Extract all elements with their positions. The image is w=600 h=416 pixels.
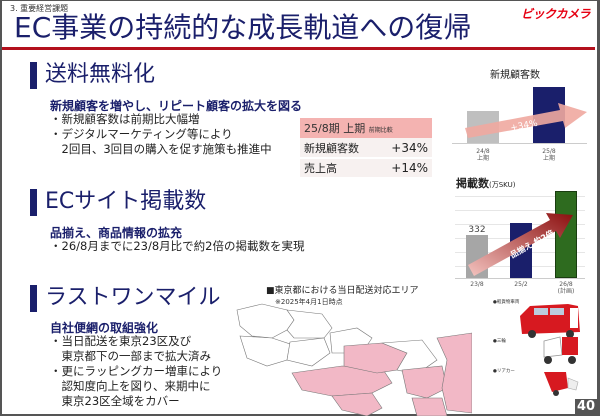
bar-26-8-plan xyxy=(555,191,577,278)
bullet: 2回目、3回目の購入を促す施策も推進中 xyxy=(50,142,272,156)
x-tick: 26/8 (計画) xyxy=(557,281,575,295)
page-title: EC事業の持続的な成長軌道への復帰 xyxy=(14,11,472,44)
data-label: 332 xyxy=(468,225,486,235)
section-bullets: ・当日配送を東京23区及び 東京都下の一部まで拡大済み ・更にラッピングカー増車… xyxy=(50,334,222,409)
title-divider xyxy=(2,47,595,50)
x-axis xyxy=(455,278,585,279)
map-title: ■東京都における当日配送対応エリア xyxy=(266,286,419,296)
delivery-van-icon xyxy=(520,304,580,338)
section-marker xyxy=(30,285,37,312)
period-label: 25/8期 上期 xyxy=(304,122,366,135)
bullet: 東京都下の一部まで拡大済み xyxy=(50,349,211,363)
vehicle-label-three-wheeler: ●三輪 xyxy=(493,339,506,344)
section-marker xyxy=(30,189,37,216)
vehicle-label-rear-cart: ●リアカー xyxy=(493,369,515,374)
three-wheeler-icon xyxy=(543,336,578,364)
x-tick: 24/8 上期 xyxy=(476,148,490,162)
page-number: 40 xyxy=(575,399,597,414)
bullet: 認知度向上を図り、来期中に xyxy=(50,379,211,393)
chart-title-listings: 掲載数(万SKU) xyxy=(456,177,516,190)
table-row: 新規顧客数 +34% xyxy=(300,138,432,159)
bullet: ・当日配送を東京23区及び xyxy=(50,334,192,348)
x-tick: 25/2 xyxy=(514,281,528,288)
growth-arrow-icon: +34% xyxy=(465,103,587,138)
table-header: 25/8期 上期 前期比較 xyxy=(300,118,432,138)
section-marker xyxy=(30,62,37,89)
map-note: ※2025年4月1日時点 xyxy=(275,298,343,306)
growth-arrow-icon: 品揃え 約2倍 xyxy=(468,213,573,276)
section-subtitle: 品揃え、商品情報の拡充 xyxy=(50,226,183,240)
rear-cart-icon xyxy=(544,372,579,396)
comparison-note: 前期比較 xyxy=(368,127,393,134)
section-title-last-one-mile: ラストワンマイル xyxy=(45,285,221,310)
table-row: 売上高 +14% xyxy=(300,158,432,179)
bullet: ・26/8月までに23/8月比で約2倍の掲載数を実現 xyxy=(50,239,305,253)
section-title-ec-listings: ECサイト掲載数 xyxy=(45,189,207,214)
x-axis xyxy=(452,143,587,144)
vehicle-label-light-truck: ●軽貨物車両 xyxy=(493,300,520,305)
section-bullets: ・26/8月までに23/8月比で約2倍の掲載数を実現 xyxy=(50,239,304,254)
x-tick: 23/8 xyxy=(470,281,484,288)
chart-title-new-customers: 新規顧客数 xyxy=(490,70,540,81)
brand-logo: ビックカメラ xyxy=(520,7,591,21)
bullet: 東京23区全域をカバー xyxy=(50,394,180,408)
section-subtitle: 新規顧客を増やし、リピート顧客の拡大を図る xyxy=(50,99,303,113)
bullet: ・更にラッピングカー増車により xyxy=(50,364,223,378)
bullet: ・デジタルマーケティング等により xyxy=(50,127,233,141)
comparison-table: 25/8期 上期 前期比較 新規顧客数 +34% 売上高 +14% xyxy=(300,118,432,179)
section-subtitle: 自社便網の取組強化 xyxy=(50,321,159,335)
bullet: ・新規顧客数は前期比大幅増 xyxy=(50,112,200,126)
section-bullets: ・新規顧客数は前期比大幅増 ・デジタルマーケティング等により 2回目、3回目の購… xyxy=(50,112,272,157)
breadcrumb: 3. 重要経営課題 xyxy=(10,4,69,13)
tokyo-map xyxy=(236,303,472,416)
x-tick: 25/8 上期 xyxy=(542,148,556,162)
section-title-free-shipping: 送料無料化 xyxy=(45,62,156,87)
